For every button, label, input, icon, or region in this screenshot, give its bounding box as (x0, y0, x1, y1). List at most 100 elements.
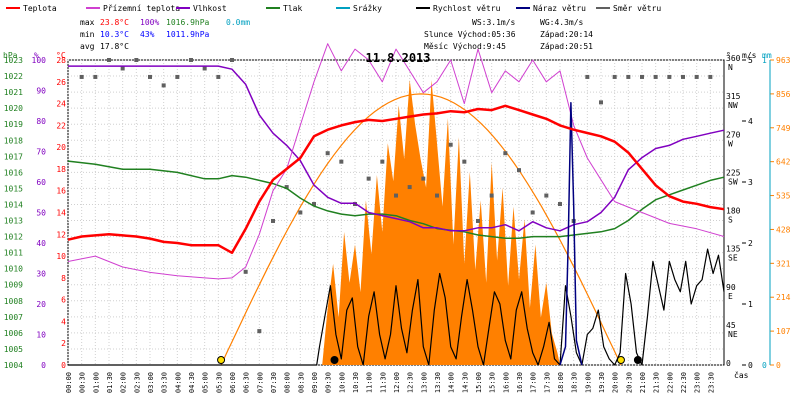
axis-time-tick: 13:30 (434, 372, 442, 393)
axis-hpa-tick: 1021 (4, 88, 23, 97)
axis-mm-tick: 1 (762, 56, 767, 65)
axis-pct-tick: 10 (36, 331, 46, 340)
stats-min-temp: 10.3°C (100, 30, 129, 39)
axis-wm2-tick: 0 (776, 361, 781, 370)
axis-c-tick: 24 (56, 100, 66, 109)
axis-time-tick: 14:30 (461, 372, 469, 393)
axis-time-tick: 16:00 (502, 372, 510, 393)
axis-c-unit: °C (56, 51, 66, 60)
axis-time-tick: 05:00 (202, 372, 210, 393)
direction-point (544, 193, 549, 198)
axis-hpa-tick: 1017 (4, 152, 23, 161)
axis-c-tick: 12 (56, 230, 66, 239)
series-line-vlhkost (68, 65, 725, 232)
axis-c-tick: 8 (61, 274, 66, 283)
axis-ms-unit: m/s (742, 51, 757, 60)
axis-hpa-tick: 1018 (4, 136, 23, 145)
axis-time-tick: 02:00 (120, 372, 128, 393)
info-ws: WS:3.1m/s (472, 18, 516, 27)
series-line-prizemni-teplota (67, 43, 725, 280)
axis-time-tick: 02:30 (133, 372, 141, 393)
stats-max-label: max (80, 18, 95, 27)
wind-direction-points (79, 58, 713, 334)
axis-wm2-tick: 963 (776, 56, 791, 65)
moon-marker-icon (633, 356, 642, 364)
axis-time-tick: 23:30 (707, 372, 715, 393)
direction-point (653, 74, 658, 79)
direction-point (517, 168, 521, 173)
direction-point (476, 218, 480, 223)
axis-wm2-tick: 642 (776, 158, 791, 167)
direction-point (558, 202, 562, 207)
direction-point (284, 185, 289, 190)
series-line-tlak (67, 160, 725, 239)
direction-point (230, 58, 234, 62)
axis-time-tick: 11:30 (379, 372, 387, 393)
series-line-teplota (67, 104, 725, 255)
axis-c-tick: 18 (56, 165, 66, 174)
direction-point (681, 74, 685, 79)
axis-time-tick: 21:00 (639, 372, 647, 393)
stats-block: max 23.8°C 100% 1016.9hPa 0.0mm min 10.3… (80, 18, 250, 51)
axes: 1023102210211020101910181017101610151014… (3, 51, 791, 393)
axis-ms-tick: 0 (748, 361, 753, 370)
direction-point (708, 74, 713, 79)
axis-c-tick: 14 (56, 209, 66, 218)
axis-time-tick: 15:00 (475, 372, 483, 393)
legend-label: Náraz větru (533, 4, 586, 13)
stats-min-press: 1011.9hPa (166, 30, 210, 39)
axis-time-tick: 00:00 (65, 372, 73, 393)
axis-pct-tick: 60 (36, 178, 46, 187)
axis-time-tick: 04:00 (174, 372, 182, 393)
axis-time-tick: 19:00 (584, 372, 592, 393)
direction-point (694, 74, 699, 79)
axis-deg-tick: 0 (726, 359, 731, 368)
axis-deg-tick: 315 (726, 92, 741, 101)
direction-point (585, 74, 590, 79)
info-moonset: Západ:20:51 (540, 42, 593, 51)
axis-ms-tick: 4 (748, 117, 753, 126)
legend: Teplota Přízemní teplota Vlhkost Tlak Srážky… (6, 4, 661, 13)
axis-wm2-tick: 535 (776, 192, 791, 201)
axis-hpa-tick: 1012 (4, 233, 23, 242)
axis-deg-unit: ° (726, 51, 731, 60)
axis-time-tick: 09:00 (311, 372, 319, 393)
sun-marker-icon (217, 356, 226, 364)
info-moon: Měsíc Východ:9:45 (424, 42, 506, 51)
axis-dir-label: S (728, 216, 733, 225)
direction-point (216, 74, 221, 79)
stats-avg-label: avg (80, 42, 95, 51)
info-block: WS:3.1m/s WG:4.3m/s Slunce Východ:05:36 … (424, 18, 593, 51)
direction-point (448, 142, 453, 147)
axis-deg-tick: 135 (726, 245, 741, 254)
axis-ms-tick: 2 (748, 239, 753, 248)
axis-time-tick: 07:00 (256, 372, 264, 393)
axis-hpa-tick: 1004 (4, 361, 23, 370)
stats-avg-temp: 17.8°C (100, 42, 129, 51)
direction-point (243, 269, 248, 274)
sun-moon-markers (217, 356, 642, 364)
direction-point (380, 159, 385, 164)
axis-hpa-tick: 1015 (4, 184, 23, 193)
direction-point (612, 74, 617, 79)
axis-time-tick: 08:00 (284, 372, 292, 393)
direction-point (202, 66, 207, 71)
axis-ms-tick: 1 (748, 300, 753, 309)
axis-ms-tick: 3 (748, 178, 753, 187)
axis-deg-tick: 270 (726, 130, 741, 139)
stats-max-rain: 0.0mm (226, 18, 250, 27)
axis-c-tick: 28 (56, 56, 66, 65)
axis-time-tick: 03:30 (161, 372, 169, 393)
direction-point (599, 100, 603, 105)
axis-time-tick: 05:30 (215, 372, 223, 393)
axis-ms-tick: 5 (748, 56, 753, 65)
direction-point (366, 176, 371, 181)
axis-deg-tick: 180 (726, 207, 741, 216)
legend-label: Rychlost větru (433, 4, 501, 13)
axis-dir-label: NE (728, 330, 738, 339)
stats-min-hum: 43% (140, 30, 155, 39)
axis-time-tick: 10:30 (352, 372, 360, 393)
axis-hpa-tick: 1006 (4, 329, 23, 338)
axis-hpa-unit: hPa (3, 51, 18, 60)
